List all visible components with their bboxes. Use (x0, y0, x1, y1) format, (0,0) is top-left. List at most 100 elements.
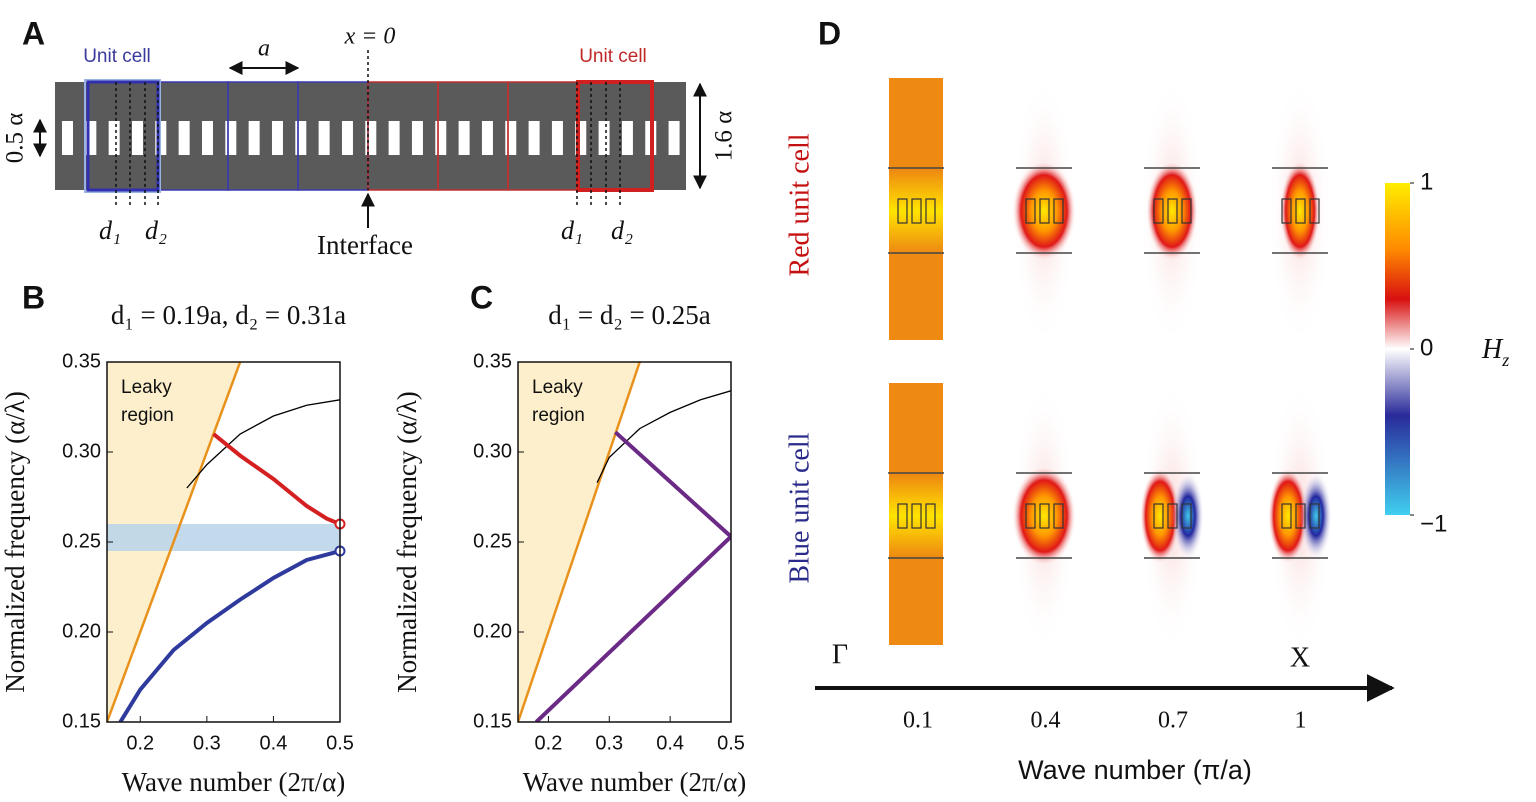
hole-outline (1053, 198, 1064, 224)
series-line (118, 549, 340, 722)
hole-outline (1039, 198, 1050, 224)
y-tick-label: 0.15 (473, 710, 512, 732)
row-label: Blue unit cell (784, 432, 815, 583)
y-tick-label: 0.15 (62, 710, 101, 732)
hole (341, 121, 353, 155)
light-line (518, 362, 641, 722)
series-line (614, 430, 731, 539)
x-axis-label: Wave number (2π/α) (523, 767, 747, 797)
hole (85, 121, 97, 155)
y-tick-label: 0.20 (473, 620, 512, 642)
y-tick-label: 0.25 (62, 530, 101, 552)
d1-label: d₁ (99, 216, 121, 245)
hole (295, 121, 307, 155)
annotation: Leaky (532, 377, 583, 398)
hole-outline (1295, 503, 1306, 529)
hole-outline (1167, 198, 1178, 224)
annotation: region (121, 405, 174, 426)
category-label: 1 (1295, 708, 1307, 734)
y-tick-label: 0.35 (62, 350, 101, 372)
field-maps (888, 76, 1332, 651)
x-tick-label: 0.5 (326, 732, 354, 754)
chart-title: d₁ = 0.19a, d₂ = 0.31a (111, 300, 346, 330)
colorbar-tick-label: 0 (1420, 334, 1433, 361)
period-label: a (258, 36, 270, 62)
hole-outline (1181, 503, 1192, 529)
x-point-label: X (1290, 642, 1310, 673)
colorbar-tick-label: 1 (1420, 168, 1433, 195)
row-label: Red unit cell (784, 133, 815, 276)
category-label: 0.4 (1031, 708, 1061, 734)
hole-outline (1281, 198, 1292, 224)
panel-letter: D (818, 15, 841, 51)
colorbar-tick-label: −1 (1420, 510, 1447, 537)
unit-cell-red (576, 80, 654, 192)
field-lobe-neg (1300, 472, 1332, 560)
series-line (534, 535, 731, 722)
hole-outline (1039, 503, 1050, 529)
chart-title: d₁ = d₂ = 0.25a (548, 300, 711, 330)
dashed-lines (115, 50, 621, 205)
gamma-label: Γ (832, 639, 848, 670)
x-tick-label: 0.2 (535, 732, 563, 754)
annotation: Leaky (121, 377, 172, 398)
hole-outline (1295, 198, 1306, 224)
hole-outline (1153, 198, 1164, 224)
hole (318, 121, 330, 155)
hole (598, 121, 610, 155)
series-line (596, 390, 731, 483)
x-tick-label: 0.2 (126, 732, 154, 754)
hole (575, 121, 587, 155)
hole (621, 121, 633, 155)
series-line (186, 399, 340, 489)
category-label: 0.7 (1158, 708, 1188, 734)
hole-height-label: 0.5 α (2, 113, 29, 164)
y-tick-label: 0.35 (473, 350, 512, 372)
colorbar-label: Hz (1481, 334, 1509, 370)
hole (62, 121, 73, 155)
hole-outline (911, 503, 922, 529)
hole (108, 121, 120, 155)
hole (131, 121, 143, 155)
light-line (107, 362, 242, 722)
hole-outline (1281, 503, 1292, 529)
colorbar-symbol: H (1481, 334, 1504, 365)
hole (551, 121, 563, 155)
hole (528, 121, 540, 155)
field-lobe-neg (1172, 472, 1204, 560)
y-axis-label: Normalized frequency (α/λ) (392, 391, 422, 693)
y-tick-label: 0.25 (473, 530, 512, 552)
hole-outline (1309, 198, 1320, 224)
hole-outline (1025, 503, 1036, 529)
field-lobe (1140, 468, 1180, 564)
hole-outline (911, 198, 922, 224)
hole (435, 121, 447, 155)
category-label: 0.1 (903, 708, 933, 734)
hole (481, 121, 493, 155)
hole-outline (1167, 503, 1178, 529)
panel-letter: A (22, 15, 45, 51)
hole (388, 121, 400, 155)
hole (411, 121, 423, 155)
unit-cell-blue-box (84, 79, 161, 193)
d1-label: d₁ (561, 216, 583, 245)
x-axis-label: Wave number (π/a) (1018, 755, 1252, 785)
hole (271, 121, 283, 155)
x-axis-label: Wave number (2π/α) (122, 767, 346, 797)
d2-label: d₂ (611, 216, 633, 245)
unit-cell-label: Unit cell (83, 46, 151, 67)
interface-label: Interface (317, 230, 413, 260)
panel-letter: C (470, 279, 493, 315)
x-tick-label: 0.5 (717, 732, 745, 754)
x-tick-label: 0.4 (260, 732, 288, 754)
unit-cell-label: Unit cell (579, 46, 647, 67)
width-label: 1.6 α (711, 111, 738, 162)
hole (178, 121, 190, 155)
y-tick-label: 0.30 (473, 440, 512, 462)
x-tick-label: 0.3 (595, 732, 623, 754)
y-tick-label: 0.20 (62, 620, 101, 642)
field-lobe (1012, 466, 1076, 566)
origin-label: x = 0 (344, 24, 396, 50)
y-tick-label: 0.30 (62, 440, 101, 462)
